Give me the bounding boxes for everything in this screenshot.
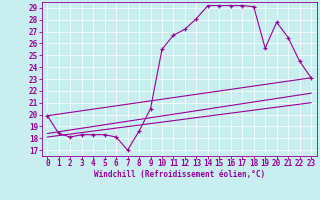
X-axis label: Windchill (Refroidissement éolien,°C): Windchill (Refroidissement éolien,°C) [94, 170, 265, 179]
